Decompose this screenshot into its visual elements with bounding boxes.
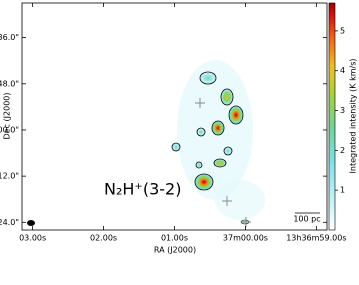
y-tick-label: -29°51'36.0" bbox=[0, 33, 19, 42]
map-annotation: N₂H⁺(3-2) bbox=[104, 180, 181, 199]
x-axis-label: RA (J2000) bbox=[154, 246, 196, 255]
x-tick-label: 13h36m59.00s bbox=[286, 234, 346, 243]
x-tick-label: 37m00.00s bbox=[223, 234, 268, 243]
scalebar-label: 100 pc bbox=[293, 215, 320, 224]
colorbar-tick-label: 3 bbox=[340, 106, 345, 115]
colorbar-tick-label: 2 bbox=[340, 146, 345, 155]
colorbar bbox=[328, 2, 336, 231]
x-tick-label: 01.00s bbox=[161, 234, 188, 243]
emission bbox=[171, 60, 265, 225]
colorbar-label: Integrated intensity (K km/s) bbox=[349, 59, 358, 174]
colorbar-tick-label: 1 bbox=[340, 186, 345, 195]
markers bbox=[195, 98, 251, 227]
y-tick-label: 12.0" bbox=[0, 172, 19, 181]
y-tick-label: 24.0" bbox=[0, 218, 19, 227]
y-tick-label: 52'00.0" bbox=[0, 125, 19, 134]
y-tick-label: 48.0" bbox=[0, 79, 19, 88]
y-axis-label: Dec (J2000) bbox=[3, 93, 12, 140]
x-tick-label: 02.00s bbox=[90, 234, 117, 243]
x-tick-label: 03.00s bbox=[19, 234, 46, 243]
beam bbox=[27, 220, 35, 226]
colorbar-tick-label: 5 bbox=[340, 26, 345, 35]
colorbar-tick-label: 4 bbox=[340, 66, 345, 75]
